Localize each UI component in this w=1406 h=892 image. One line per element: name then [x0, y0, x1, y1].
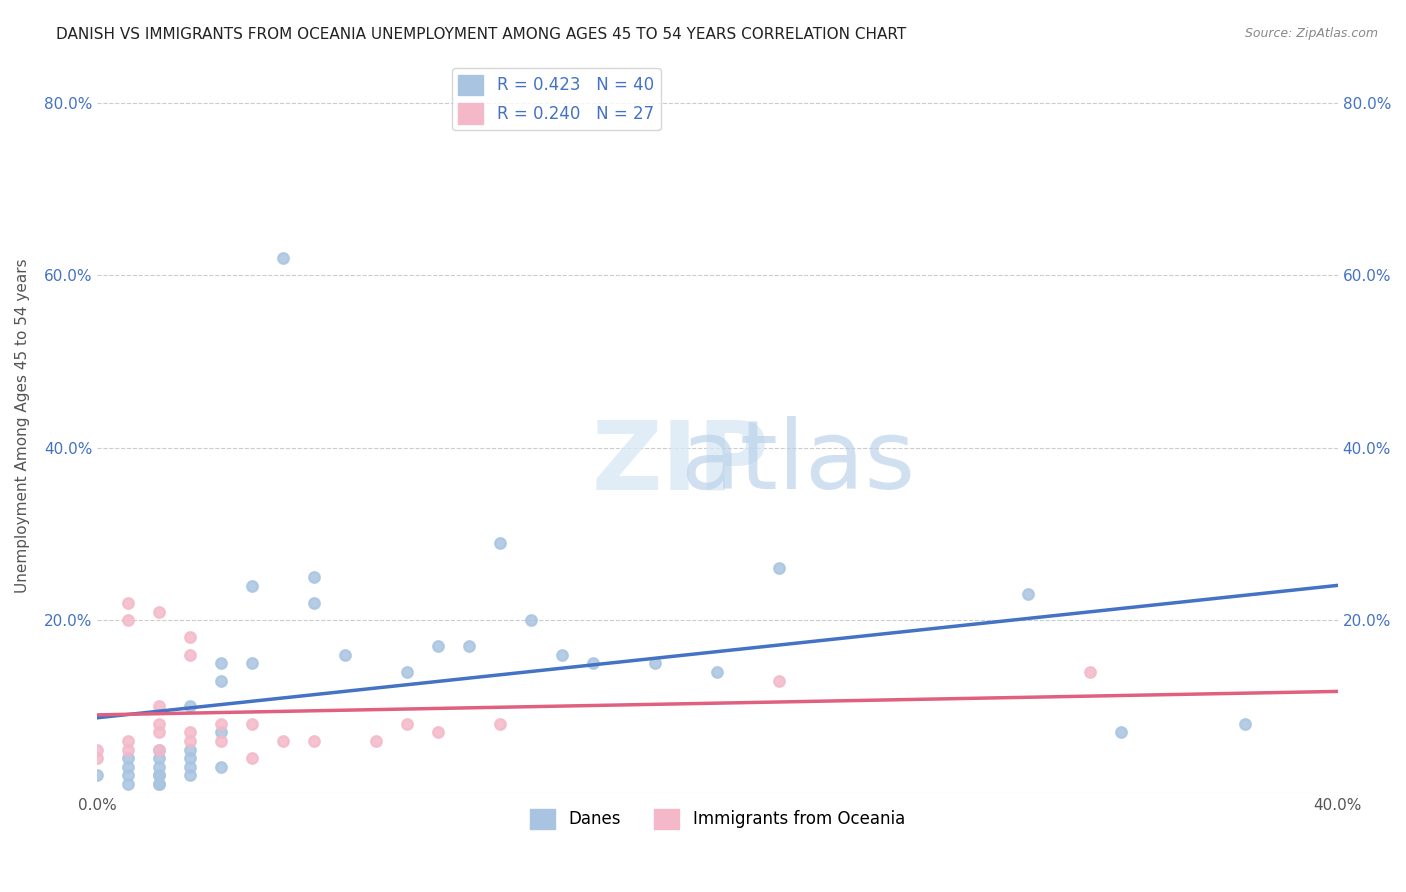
Text: atlas: atlas — [681, 417, 915, 509]
Point — [148, 777, 170, 791]
Point — [1233, 716, 1256, 731]
Point — [179, 760, 201, 774]
Point — [179, 768, 201, 782]
Point — [209, 725, 232, 739]
Point — [117, 613, 139, 627]
Point — [179, 648, 201, 662]
Point — [304, 596, 326, 610]
Point — [427, 639, 450, 653]
Point — [209, 657, 232, 671]
Point — [117, 760, 139, 774]
Point — [117, 596, 139, 610]
Point — [489, 535, 512, 549]
Point — [1078, 665, 1101, 679]
Point — [240, 716, 263, 731]
Point — [271, 251, 294, 265]
Point — [240, 657, 263, 671]
Y-axis label: Unemployment Among Ages 45 to 54 years: Unemployment Among Ages 45 to 54 years — [15, 259, 30, 593]
Point — [148, 605, 170, 619]
Point — [86, 768, 108, 782]
Point — [117, 742, 139, 756]
Point — [209, 716, 232, 731]
Point — [179, 631, 201, 645]
Point — [1109, 725, 1132, 739]
Point — [148, 742, 170, 756]
Point — [427, 725, 450, 739]
Point — [86, 742, 108, 756]
Point — [179, 734, 201, 748]
Point — [179, 742, 201, 756]
Point — [706, 665, 728, 679]
Point — [335, 648, 357, 662]
Legend: Danes, Immigrants from Oceania: Danes, Immigrants from Oceania — [523, 802, 911, 836]
Point — [458, 639, 481, 653]
Point — [768, 673, 790, 688]
Point — [86, 751, 108, 765]
Text: ZIP: ZIP — [592, 417, 769, 509]
Point — [179, 751, 201, 765]
Point — [520, 613, 543, 627]
Point — [366, 734, 388, 748]
Point — [179, 699, 201, 714]
Point — [117, 768, 139, 782]
Point — [148, 768, 170, 782]
Point — [148, 742, 170, 756]
Point — [396, 716, 419, 731]
Text: DANISH VS IMMIGRANTS FROM OCEANIA UNEMPLOYMENT AMONG AGES 45 TO 54 YEARS CORRELA: DANISH VS IMMIGRANTS FROM OCEANIA UNEMPL… — [56, 27, 907, 42]
Point — [240, 751, 263, 765]
Point — [240, 579, 263, 593]
Point — [148, 751, 170, 765]
Point — [396, 665, 419, 679]
Point — [117, 734, 139, 748]
Text: Source: ZipAtlas.com: Source: ZipAtlas.com — [1244, 27, 1378, 40]
Point — [271, 734, 294, 748]
Point — [551, 648, 574, 662]
Point — [148, 716, 170, 731]
Point — [148, 777, 170, 791]
Point — [117, 777, 139, 791]
Point — [117, 751, 139, 765]
Point — [148, 725, 170, 739]
Point — [489, 716, 512, 731]
Point — [582, 657, 605, 671]
Point — [179, 725, 201, 739]
Point — [768, 561, 790, 575]
Point — [148, 760, 170, 774]
Point — [209, 760, 232, 774]
Point — [304, 734, 326, 748]
Point — [209, 673, 232, 688]
Point — [148, 768, 170, 782]
Point — [209, 734, 232, 748]
Point — [304, 570, 326, 584]
Point — [644, 657, 666, 671]
Point — [148, 699, 170, 714]
Point — [1017, 587, 1039, 601]
